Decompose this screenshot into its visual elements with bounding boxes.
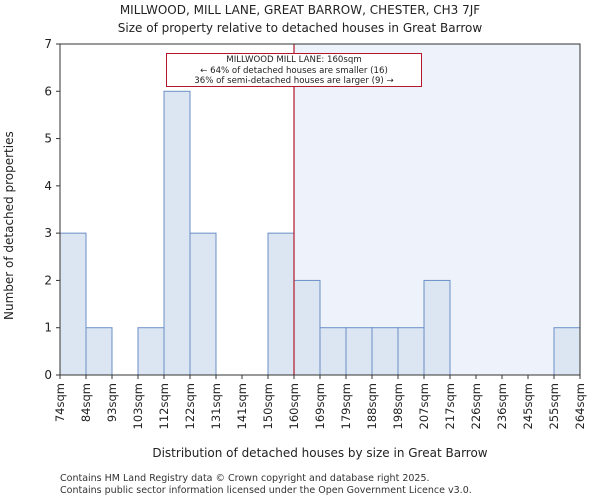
footer-line-2: Contains public sector information licen… [60,485,472,496]
y-tick-label: 1 [44,321,52,335]
x-tick-label: 255sqm [547,383,561,429]
footer-line-1: Contains HM Land Registry data © Crown c… [60,473,430,484]
chart-subtitle: Size of property relative to detached ho… [117,21,483,35]
bar [371,327,399,376]
y-axis-label: Number of detached properties [2,131,16,320]
bar [319,327,347,376]
x-tick-label: 198sqm [391,383,405,429]
bar [189,232,217,376]
bar [345,327,373,376]
x-tick-label: 264sqm [573,383,587,429]
x-tick-label: 226sqm [469,383,483,429]
bar [553,327,581,376]
y-tick-label: 4 [44,179,52,193]
bar [137,327,165,376]
y-tick-label: 0 [44,368,52,382]
bar [163,90,191,376]
bar [85,327,113,376]
x-tick-label: 122sqm [183,383,197,429]
annotation-line-1: MILLWOOD MILL LANE: 160sqm [226,55,362,65]
x-tick-label: 179sqm [339,383,353,429]
x-tick-label: 169sqm [313,383,327,429]
x-tick-label: 112sqm [157,383,171,429]
y-tick-label: 7 [44,37,52,51]
x-tick-label: 150sqm [261,383,275,429]
x-tick-label: 131sqm [209,383,223,429]
y-tick-label: 2 [44,273,52,287]
bar [59,232,87,376]
annotation-line-2: ← 64% of detached houses are smaller (16… [200,65,388,76]
x-tick-label: 245sqm [521,383,535,429]
chart-title: MILLWOOD, MILL LANE, GREAT BARROW, CHEST… [119,3,481,17]
x-tick-label: 160sqm [287,383,301,429]
x-tick-label: 93sqm [105,383,119,422]
x-axis-label: Distribution of detached houses by size … [152,446,488,460]
x-tick-label: 236sqm [495,383,509,429]
x-tick-label: 103sqm [131,383,145,429]
bar [267,232,295,376]
annotation-line-3: 36% of semi-detached houses are larger (… [194,76,394,86]
x-tick-label: 217sqm [443,383,457,429]
bar [397,327,425,376]
x-tick-label: 141sqm [235,383,249,429]
x-tick-label: 188sqm [365,383,379,429]
bar [423,279,451,376]
annotation-box: MILLWOOD MILL LANE: 160sqm ← 64% of deta… [166,53,422,87]
x-tick-label: 74sqm [53,383,67,422]
y-tick-label: 3 [44,226,52,240]
x-tick-label: 84sqm [79,383,93,422]
y-tick-label: 6 [44,84,52,98]
bar [293,279,321,376]
x-tick-label: 207sqm [417,383,431,429]
y-tick-label: 5 [44,132,52,146]
